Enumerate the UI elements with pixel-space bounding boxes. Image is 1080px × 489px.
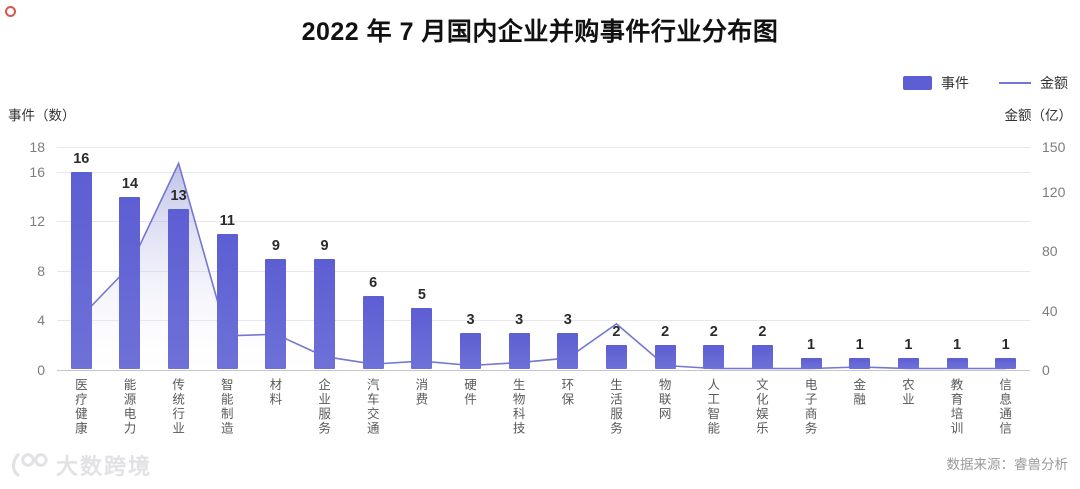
left-axis-title: 事件（数） [8,108,76,123]
chart-title: 2022 年 7 月国内企业并购事件行业分布图 [301,18,779,46]
plot-area: 16 14 13 11 9 9 6 5 3 3 3 2 2 2 2 1 1 1 1 1 [57,147,1030,371]
right-axis-title: 金额（亿） [1004,108,1073,123]
x-axis-label-能源电力[interactable]: 能源电力 [121,378,136,436]
x-axis-label-物联网[interactable]: 物联网 [656,378,671,422]
x-axis-label-硬件[interactable]: 硬件 [462,378,477,407]
bar-硬件[interactable] [460,332,482,369]
watermark-text: 大数跨境 [56,454,153,479]
bar-value-label: 14 [121,175,139,192]
x-axis-label-生物科技[interactable]: 生物科技 [510,378,525,436]
bar-环保[interactable] [557,332,579,369]
bar-value-label: 2 [612,324,621,341]
gridline [57,147,1030,148]
x-axis-label-环保[interactable]: 环保 [559,378,574,407]
x-axis-label-汽车交通[interactable]: 汽车交通 [364,378,379,436]
bar-农业[interactable] [897,357,919,369]
x-axis-label-电子商务[interactable]: 电子商务 [802,378,817,436]
bar-value-label: 2 [661,324,670,341]
bar-生活服务[interactable] [605,345,627,369]
left-axis-tick-label: 4 [37,312,45,329]
x-axis-label-企业服务[interactable]: 企业服务 [316,378,331,436]
bar-value-label: 11 [219,212,235,229]
bar-教育培训[interactable] [946,357,968,369]
x-axis-label-人工智能[interactable]: 人工智能 [705,378,720,436]
left-axis-tick-label: 0 [37,362,45,378]
gridline [57,221,1030,223]
bar-人工智能[interactable] [703,345,725,369]
bar-value-label: 3 [466,311,475,328]
bar-value-label: 16 [73,150,90,167]
x-axis-label-教育培训[interactable]: 教育培训 [948,378,963,436]
bar-文化娱乐[interactable] [751,345,773,369]
left-axis-tick-label: 16 [29,163,45,180]
left-axis-tick-label: 8 [37,262,45,279]
bar-value-label: 1 [807,336,816,353]
x-axis-label-农业[interactable]: 农业 [899,378,914,407]
bar-电子商务[interactable] [800,357,822,369]
bar-value-label: 1 [952,336,962,353]
bar-value-label: 9 [320,237,329,254]
bar-消费[interactable] [411,308,433,369]
legend-item-events[interactable]: 事件 [903,73,969,93]
bar-信息通信[interactable] [995,357,1017,369]
legend-item-amount[interactable]: 金额 [999,73,1068,93]
corner-mark-icon [5,6,16,17]
bar-value-label: 13 [170,187,187,204]
bar-企业服务[interactable] [314,258,336,369]
legend: 事件 金额 [903,73,1068,93]
bar-智能制造[interactable] [216,233,238,369]
gridline [57,270,1030,272]
watermark-logo: 大数跨境 [10,449,152,481]
x-axis-label-传统行业[interactable]: 传统行业 [170,378,185,436]
watermark-icon [11,453,48,477]
right-axis-tick-label: 150 [1042,139,1066,155]
left-axis-tick-label: 18 [29,139,45,155]
bar-series-swatch-icon [903,76,932,90]
x-axis-label-材料[interactable]: 材料 [267,378,282,407]
right-axis-tick-label: 0 [1042,362,1050,378]
bar-value-label: 6 [369,274,378,291]
bar-value-label: 3 [563,311,572,328]
bar-生物科技[interactable] [508,332,530,369]
bar-金融[interactable] [849,357,871,369]
left-axis-tick-label: 12 [29,213,45,230]
gridline [57,320,1030,322]
x-axis-label-金融[interactable]: 金融 [851,378,866,407]
bar-value-label: 5 [417,287,426,304]
x-axis-line [57,370,1030,371]
legend-label-amount: 金额 [1040,75,1068,91]
bar-value-label: 9 [271,237,280,254]
right-axis-tick-label: 40 [1042,302,1058,319]
bar-value-label: 1 [904,336,913,353]
x-axis-label-医疗健康[interactable]: 医疗健康 [72,378,87,436]
bar-value-label: 1 [855,336,864,353]
right-axis-tick-label: 120 [1042,183,1066,200]
x-axis-label-文化娱乐[interactable]: 文化娱乐 [753,378,768,436]
x-axis-label-消费[interactable]: 消费 [413,378,428,407]
bar-value-label: 1 [1001,336,1010,353]
bar-材料[interactable] [265,258,287,369]
bar-value-label: 2 [758,324,767,341]
right-axis-tick-label: 80 [1042,243,1058,260]
bar-value-label: 3 [515,311,524,328]
legend-label-events: 事件 [941,75,969,91]
line-series-swatch-icon [999,82,1031,84]
bar-value-label: 2 [709,324,718,341]
bar-医疗健康[interactable] [70,171,92,369]
bar-汽车交通[interactable] [362,295,384,369]
bar-传统行业[interactable] [168,208,190,369]
x-axis-label-智能制造[interactable]: 智能制造 [218,378,233,436]
x-axis-label-生活服务[interactable]: 生活服务 [607,378,622,436]
bar-能源电力[interactable] [119,196,141,369]
amount-line-series [80,161,1006,370]
x-axis-label-信息通信[interactable]: 信息通信 [997,378,1012,436]
data-source-note: 数据来源：睿兽分析 [946,457,1069,472]
bar-物联网[interactable] [654,345,676,369]
gridline [57,171,1030,173]
